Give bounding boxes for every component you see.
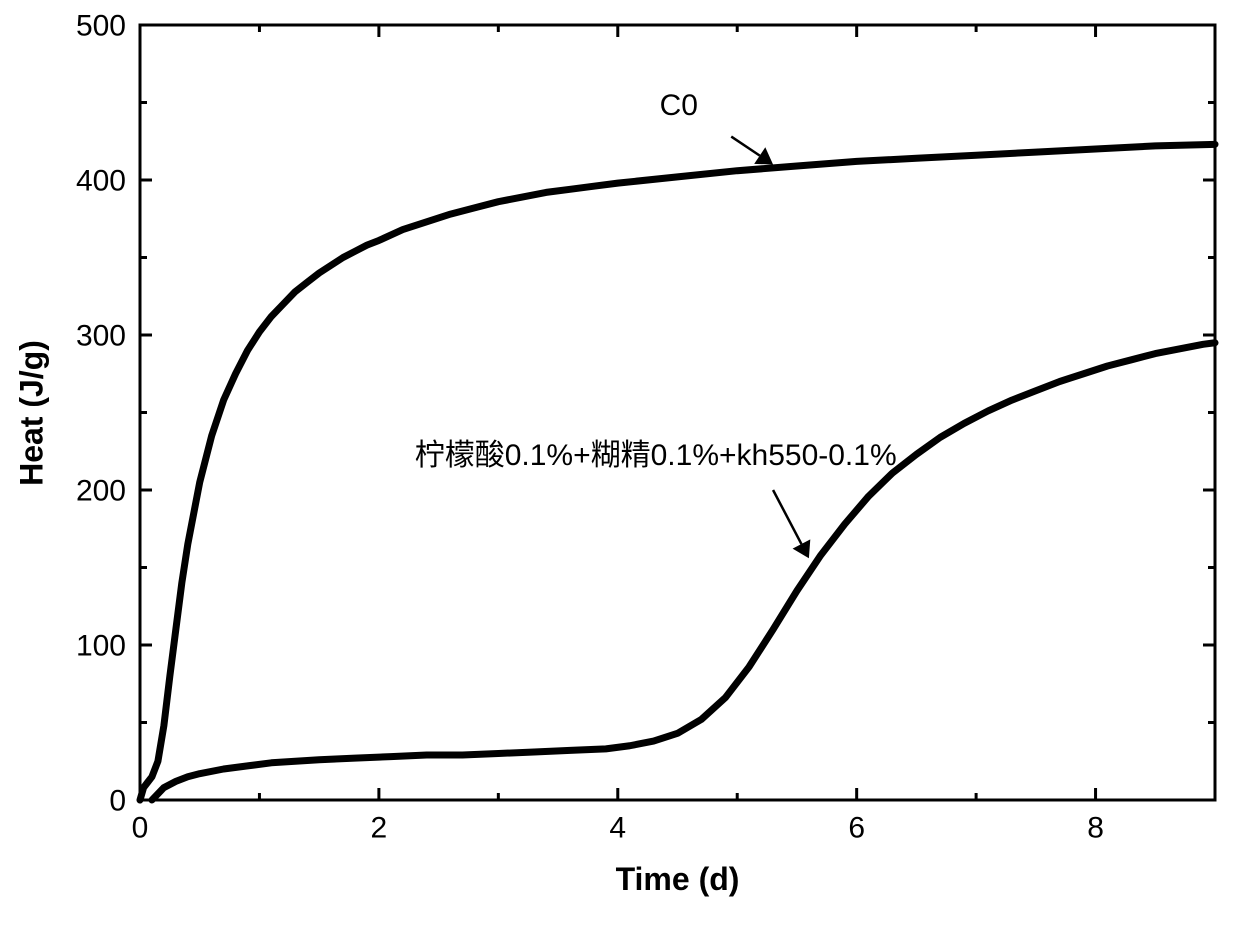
x-tick-label: 6: [848, 812, 865, 845]
annotation-text: C0: [660, 89, 698, 123]
y-tick-label: 500: [76, 10, 126, 43]
y-tick-label: 400: [76, 165, 126, 198]
x-tick-label: 0: [132, 812, 149, 845]
y-tick-label: 0: [109, 785, 126, 818]
y-tick-label: 100: [76, 630, 126, 663]
x-axis-label: Time (d): [616, 861, 740, 898]
x-tick-label: 4: [609, 812, 626, 845]
heat-vs-time-chart: 0 2 4 6 8 0 100 200 300 400 500 Heat (J/g) Time (d…: [0, 0, 1240, 936]
y-tick-label: 200: [76, 475, 126, 508]
y-axis-label: Heat (J/g): [14, 340, 51, 486]
annotation-text: 柠檬酸0.1%+糊精0.1%+kh550-0.1%: [415, 430, 897, 474]
x-tick-label: 2: [371, 812, 388, 845]
y-tick-label: 300: [76, 320, 126, 353]
x-tick-label: 8: [1087, 812, 1104, 845]
